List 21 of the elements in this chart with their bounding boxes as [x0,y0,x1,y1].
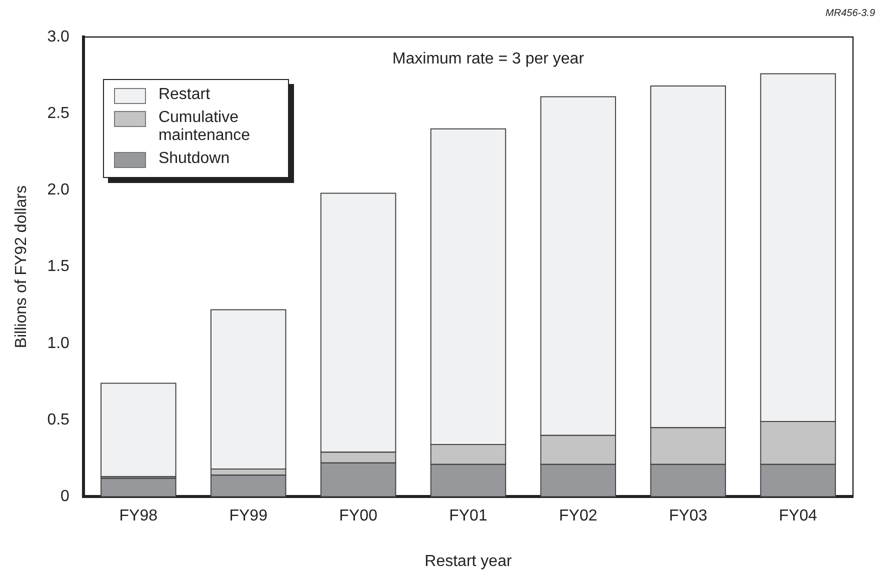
y-tick-label: 3.0 [47,28,70,46]
annotation: Maximum rate = 3 per year [392,50,585,68]
x-tick-label: FY02 [559,508,598,525]
x-tick-label: FY03 [668,508,708,525]
y-axis-title: Billions of FY92 dollars [13,185,30,348]
y-tick-label: 0.5 [47,411,70,428]
x-tick-label: FY98 [119,508,158,525]
x-tick-label: FY04 [778,508,818,525]
legend-label: Shutdown [158,150,230,168]
y-tick-label: 2.0 [47,182,70,199]
legend-label: Cumulative maintenance [158,109,252,145]
x-tick-label: FY00 [339,508,378,525]
text: MR456-3.9 [826,8,875,19]
x-tick-label: FY99 [229,508,268,525]
legend-label: Restart [158,86,210,104]
y-tick-label: 1.0 [47,334,70,352]
y-tick-label: 2.5 [47,105,70,122]
x-tick-label: FY01 [449,508,488,525]
x-axis-title: Restart year [424,552,512,570]
y-tick-label: 0 [60,488,70,506]
y-tick-label: 1.5 [47,258,70,276]
